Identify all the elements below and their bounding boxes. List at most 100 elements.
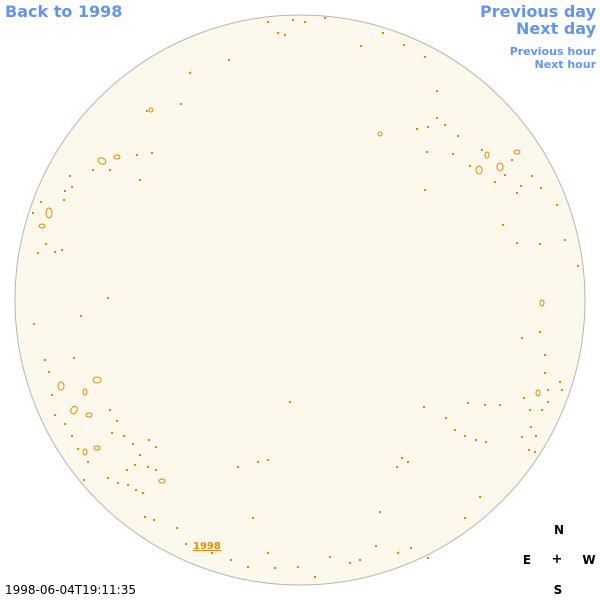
contour-dot xyxy=(135,489,137,491)
back-to-year-link[interactable]: Back to 1998 xyxy=(5,2,123,21)
contour-dot xyxy=(277,32,279,34)
contour-dot xyxy=(494,181,496,183)
previous-day-link[interactable]: Previous day xyxy=(479,2,596,21)
contour-dot xyxy=(80,315,82,317)
contour-dot xyxy=(530,426,532,428)
contour-blob xyxy=(38,223,46,229)
contour-dot xyxy=(176,527,178,529)
contour-dot xyxy=(424,189,426,191)
contour-dot xyxy=(382,32,384,34)
contour-dot xyxy=(247,566,249,568)
contour-dot xyxy=(109,409,111,411)
contour-dot xyxy=(436,117,438,119)
contour-dot xyxy=(155,446,157,448)
contour-blob xyxy=(82,448,88,456)
contour-dot xyxy=(464,517,466,519)
contour-dot xyxy=(54,414,56,416)
contour-dot xyxy=(416,128,418,130)
contour-dot xyxy=(230,559,232,561)
contour-blob xyxy=(85,412,93,418)
compass-north-label: N xyxy=(553,523,565,537)
contour-dot xyxy=(71,435,73,437)
contour-dot xyxy=(396,466,398,468)
contour-dot xyxy=(73,357,75,359)
contour-dot xyxy=(502,224,504,226)
previous-hour-link[interactable]: Previous hour xyxy=(509,45,596,58)
region-label[interactable]: 1998 xyxy=(193,541,221,552)
compass-south-label: S xyxy=(553,583,563,597)
contour-dot xyxy=(359,559,361,561)
contour-dot xyxy=(83,479,85,481)
contour-dot xyxy=(148,439,150,441)
contour-dot xyxy=(475,439,477,441)
contour-dot xyxy=(521,337,523,339)
contour-dot xyxy=(107,477,109,479)
contour-dot xyxy=(556,204,558,206)
contour-dot xyxy=(54,251,56,253)
contour-dot xyxy=(467,402,469,404)
contour-dot xyxy=(531,175,533,177)
contour-dot xyxy=(539,331,541,333)
contour-dot xyxy=(324,17,326,19)
contour-dot xyxy=(51,394,53,396)
contour-dot xyxy=(127,484,129,486)
contour-dot xyxy=(33,323,35,325)
contour-dot xyxy=(142,492,144,494)
contour-dot xyxy=(92,169,94,171)
contour-dot xyxy=(134,464,136,466)
contour-dot xyxy=(77,448,79,450)
contour-dot xyxy=(87,461,89,463)
contour-dot xyxy=(544,354,546,356)
contour-dot xyxy=(504,174,506,176)
contour-dot xyxy=(564,239,566,241)
next-day-link[interactable]: Next day xyxy=(516,19,596,38)
contour-dot xyxy=(499,404,501,406)
contour-dot xyxy=(516,242,518,244)
compass-east-label: E xyxy=(522,553,532,567)
contour-dot xyxy=(436,90,438,92)
contour-dot xyxy=(426,151,428,153)
contour-blob xyxy=(113,154,121,160)
contour-dot xyxy=(547,389,549,391)
contour-dot xyxy=(284,34,286,36)
contour-dot xyxy=(180,103,182,105)
contour-dot xyxy=(228,59,230,61)
contour-dot xyxy=(237,466,239,468)
contour-dot xyxy=(48,371,50,373)
contour-dot xyxy=(397,552,399,554)
contour-blob xyxy=(539,299,545,307)
contour-dot xyxy=(45,243,47,245)
contour-dot xyxy=(139,454,141,456)
contour-dot xyxy=(445,417,447,419)
contour-dot xyxy=(539,243,541,245)
contour-dot xyxy=(444,124,446,126)
contour-dot xyxy=(32,212,34,214)
contour-blob xyxy=(82,388,88,396)
contour-dot xyxy=(481,149,483,151)
contour-dot xyxy=(427,126,429,128)
contour-dot xyxy=(132,443,134,445)
contour-dot xyxy=(528,449,530,451)
contour-blob xyxy=(484,151,490,159)
contour-layer xyxy=(32,17,579,578)
contour-dot xyxy=(410,547,412,549)
contour-dot xyxy=(511,159,513,161)
contour-dot xyxy=(407,461,409,463)
contour-dot xyxy=(37,252,39,254)
contour-dot xyxy=(520,185,522,187)
next-hour-link[interactable]: Next hour xyxy=(534,58,597,71)
solar-disk xyxy=(14,14,586,586)
contour-dot xyxy=(64,423,66,425)
contour-dot xyxy=(189,72,191,74)
contour-blob xyxy=(475,165,483,175)
contour-dot xyxy=(69,175,71,177)
contour-dot xyxy=(349,562,351,564)
contour-blob xyxy=(45,207,53,219)
contour-dot xyxy=(375,545,377,547)
contour-dot xyxy=(107,297,109,299)
contour-dot xyxy=(292,19,294,21)
contour-dot xyxy=(252,517,254,519)
contour-blob xyxy=(158,478,166,484)
contour-dot xyxy=(484,404,486,406)
compass-west-label: W xyxy=(582,553,596,567)
